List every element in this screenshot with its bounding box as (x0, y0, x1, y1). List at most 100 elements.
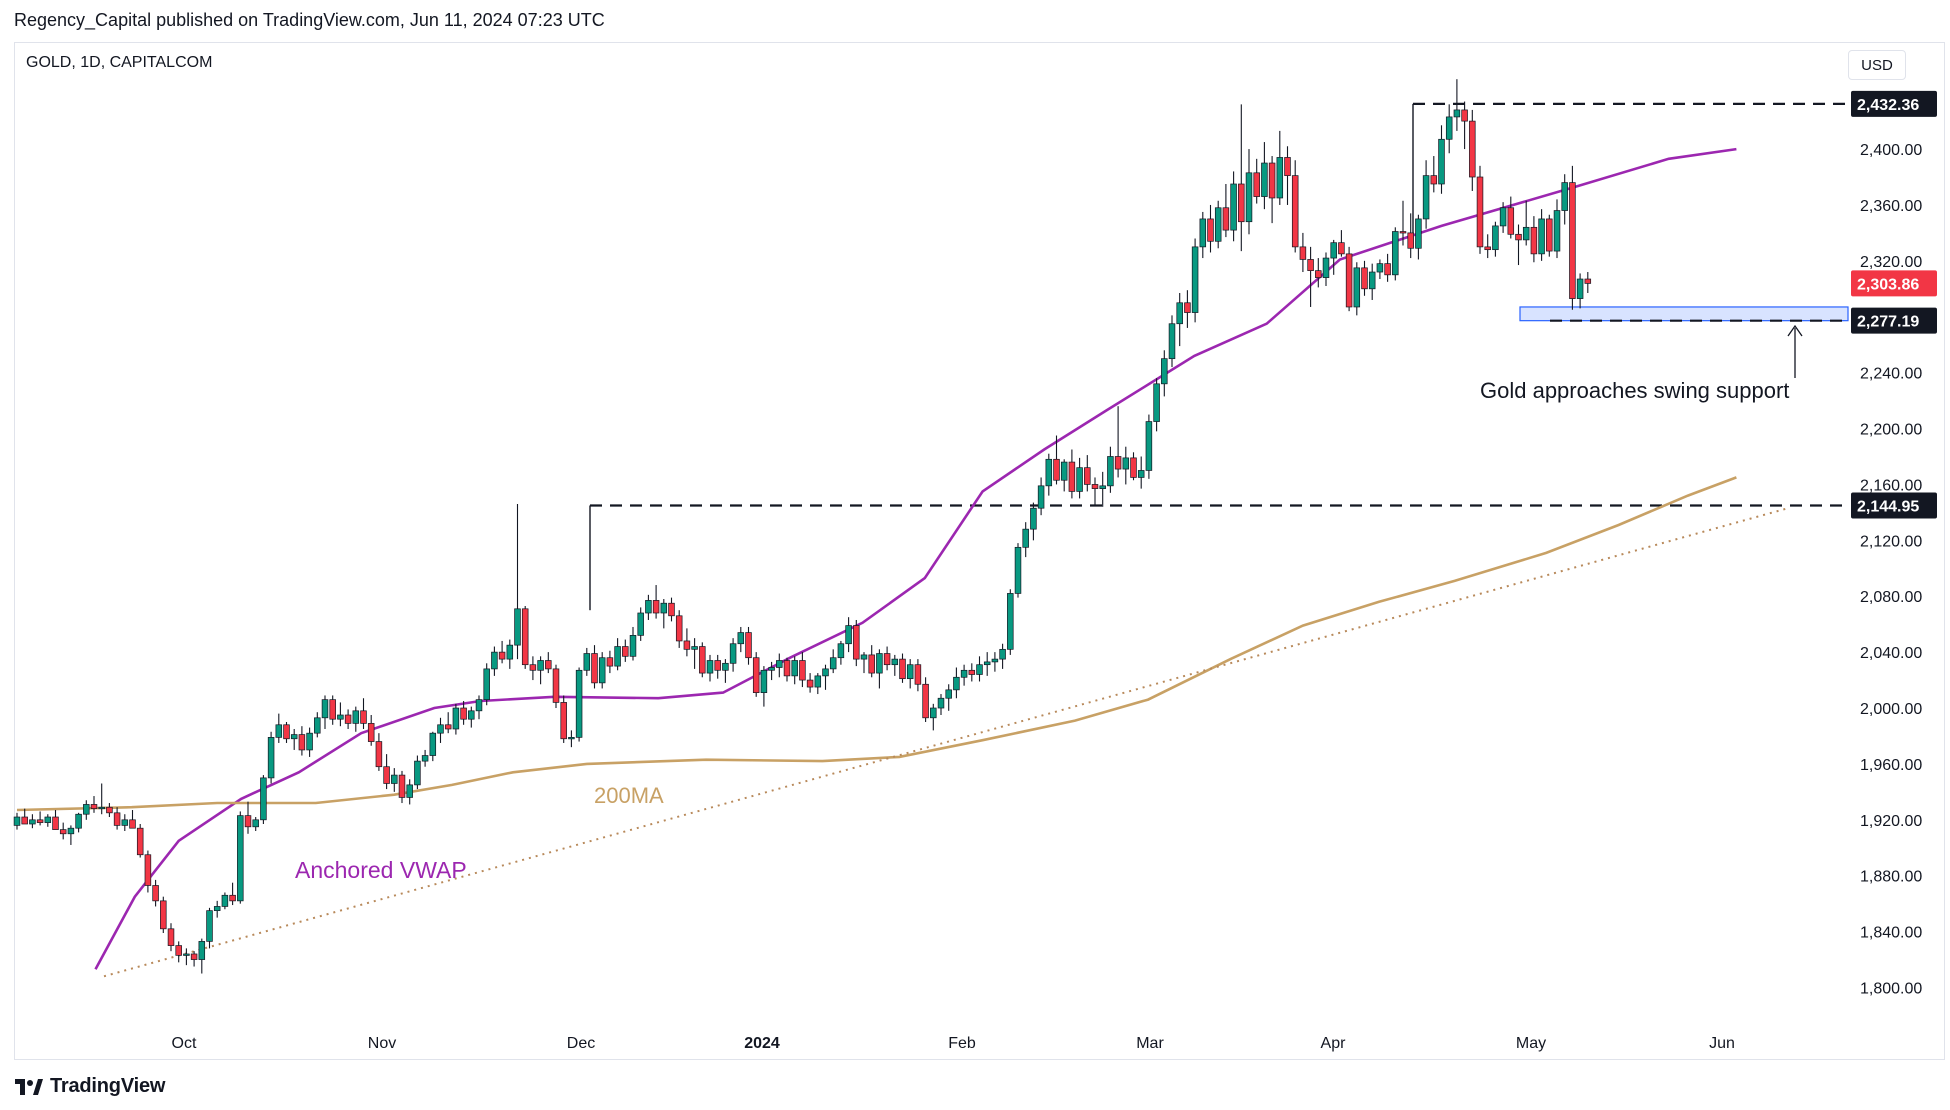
candle (937, 694, 945, 716)
candle (968, 663, 976, 682)
currency-button[interactable]: USD (1848, 50, 1906, 80)
price-axis-tick: 2,240.00 (1860, 366, 1922, 383)
candle-body (814, 675, 822, 688)
candle-body (468, 710, 475, 720)
candle-body (976, 664, 983, 675)
candle-body (306, 732, 313, 751)
candle-body (175, 945, 182, 956)
candle-body (799, 660, 806, 681)
candle (783, 657, 791, 682)
candle (444, 712, 452, 734)
candle (1099, 471, 1106, 507)
time-axis-tick: Feb (948, 1035, 976, 1052)
candle (167, 923, 175, 952)
candle (1538, 209, 1545, 261)
candle (1114, 406, 1122, 478)
candle (275, 713, 283, 743)
level-lines-layer (589, 102, 1848, 611)
time-axis-tick: May (1516, 1035, 1546, 1052)
candle (1530, 216, 1538, 263)
candle-body (1307, 259, 1314, 271)
price-axis-tick: 1,840.00 (1860, 925, 1922, 942)
candle-body (352, 710, 360, 724)
time-axis-tick: Apr (1321, 1035, 1347, 1052)
candle (1168, 315, 1176, 368)
candle-body (1199, 218, 1207, 248)
candle (198, 938, 206, 974)
candle (983, 652, 991, 676)
candle-body (545, 660, 552, 670)
candle (468, 706, 475, 728)
candle (106, 803, 113, 818)
candle (722, 659, 729, 683)
candle (1445, 104, 1453, 154)
candle-body (591, 653, 598, 684)
time-axis[interactable]: Oct Nov Dec 2024 Feb Mar Apr May Jun (172, 1035, 1735, 1052)
candle-body (75, 813, 82, 829)
candle-body (437, 724, 444, 734)
candle-body (90, 804, 98, 809)
candle-body (883, 653, 891, 666)
candle (960, 664, 968, 686)
candle-body (629, 635, 637, 657)
candle (552, 664, 560, 709)
candle (160, 896, 167, 934)
candle-body (668, 602, 675, 617)
candle-body (1461, 109, 1468, 122)
candle-body (483, 668, 490, 700)
candle (1330, 239, 1337, 275)
candle (475, 695, 483, 720)
candle-body (968, 669, 976, 675)
price-tag: 2,144.95 (1851, 492, 1937, 519)
time-axis-tick: Mar (1136, 1035, 1164, 1052)
candle-body (406, 784, 413, 798)
candle (999, 643, 1006, 669)
candle (614, 638, 621, 671)
candle-body (822, 668, 829, 677)
price-axis-tick: 2,120.00 (1860, 533, 1922, 550)
candle (521, 606, 529, 669)
price-axis[interactable]: 1,800.00 1,840.00 1,880.00 1,920.00 1,960.00… (1860, 142, 1922, 997)
candle (575, 667, 583, 742)
candle (13, 812, 21, 830)
candle-body (444, 724, 452, 730)
candle (267, 731, 275, 784)
candle (383, 754, 390, 790)
candle (1107, 446, 1114, 493)
candle-body (290, 734, 298, 740)
footer-branding[interactable]: TradingView (14, 1075, 165, 1098)
candle-body (1291, 175, 1299, 248)
candle-body (198, 941, 206, 960)
candle-body (706, 660, 714, 674)
candle-body (237, 815, 244, 902)
price-axis-tick: 2,000.00 (1860, 701, 1922, 718)
candle-body (67, 827, 75, 835)
candle (606, 650, 614, 674)
candle (1030, 502, 1037, 541)
candle (1022, 522, 1029, 558)
candle-body (52, 816, 59, 830)
candle (1184, 290, 1191, 328)
time-axis-tick: Oct (172, 1035, 197, 1052)
candle (429, 731, 437, 762)
symbol-label[interactable]: GOLD, 1D, CAPITALCOM (26, 54, 213, 71)
candle (883, 646, 891, 671)
time-axis-tick: 2024 (744, 1035, 780, 1052)
candle-body (745, 632, 752, 659)
candle (398, 770, 406, 804)
candle (1338, 230, 1345, 257)
candle (1368, 263, 1376, 300)
candle (352, 706, 360, 732)
candle-body (537, 660, 544, 671)
candle (1060, 459, 1068, 492)
candle-body (1515, 233, 1522, 241)
candle-body (1392, 231, 1399, 276)
candle-body (1553, 210, 1561, 252)
candle (1492, 221, 1499, 257)
price-tags-layer: 2,432.36 2,303.86 2,277.19 2,144.95 (1851, 90, 1937, 519)
chart-frame (14, 42, 1945, 1060)
candle-body (529, 664, 537, 671)
candle (260, 775, 267, 825)
candle (1561, 174, 1568, 225)
